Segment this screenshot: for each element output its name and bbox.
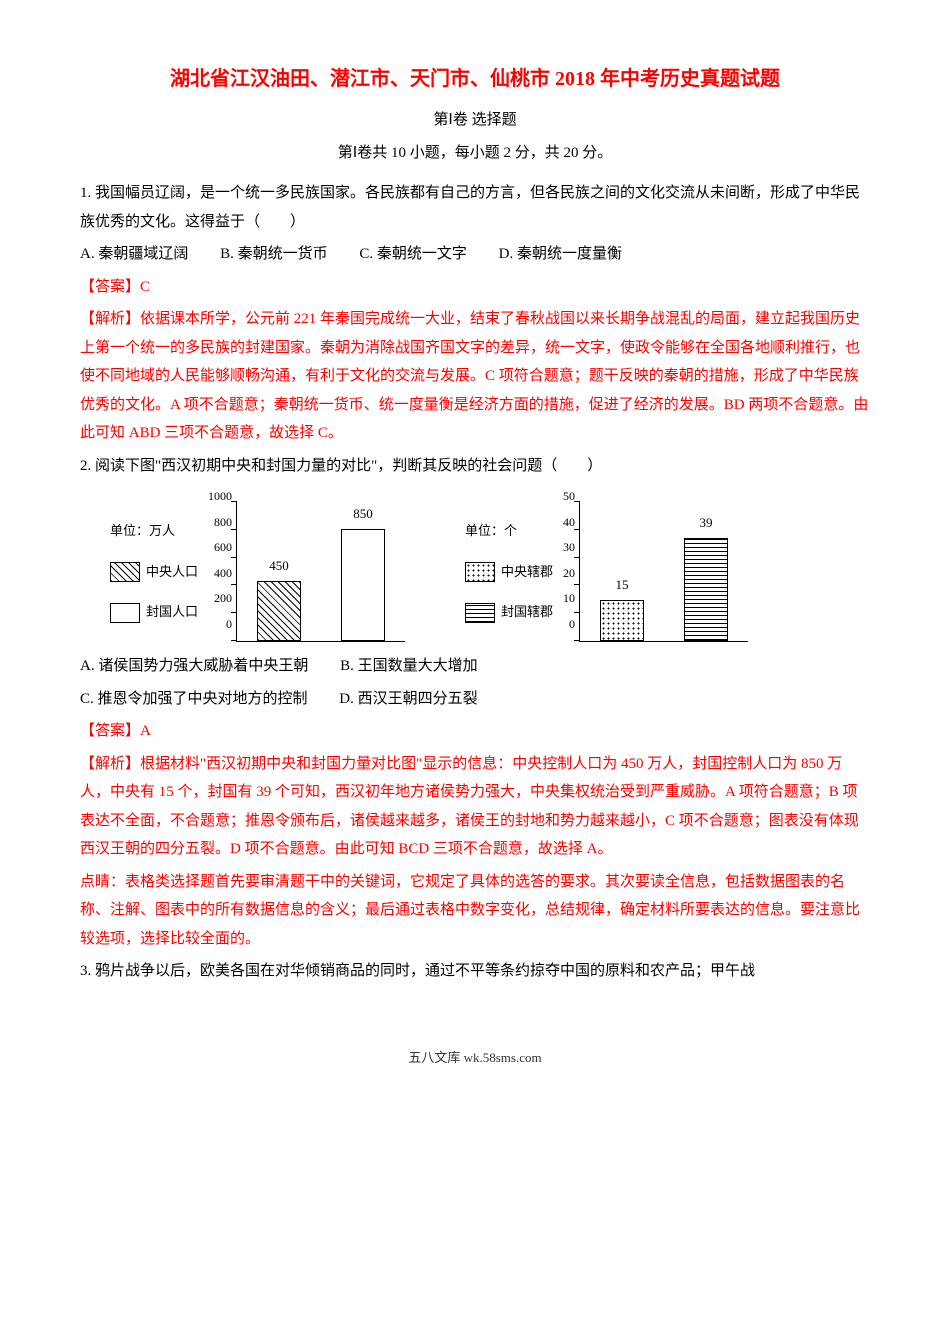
ytick: 400 xyxy=(214,567,232,579)
chart2-legend: 单位：个 中央辖郡 封国辖郡 xyxy=(465,502,553,642)
q2-analysis-text: 根据材料"西汉初期中央和封国力量对比图"显示的信息：中央控制人口为 450 万人… xyxy=(80,756,859,858)
q1-stem: 1. 我国幅员辽阔，是一个统一多民族国家。各民族都有自己的方言，但各民族之间的文… xyxy=(80,179,870,236)
page-title: 湖北省江汉油田、潜江市、天门市、仙桃市 2018 年中考历史真题试题 xyxy=(80,60,870,98)
chart1-legend2-label: 封国人口 xyxy=(146,600,198,625)
q3-stem: 3. 鸦片战争以后，欧美各国在对华倾销商品的同时，通过不平等条约掠夺中国的原料和… xyxy=(80,957,870,986)
q1-analysis-text: 依据课本所学，公元前 221 年秦国完成统一大业，结束了春秋战国以来长期争战混乱… xyxy=(80,311,868,441)
chart2-bar1-rect xyxy=(600,600,644,641)
q1-opt-a: A. 秦朝疆域辽阔 xyxy=(80,246,188,262)
q2-opt-c: C. 推恩令加强了中央对地方的控制 xyxy=(80,691,308,707)
chart1-legend-fief: 封国人口 xyxy=(110,600,198,625)
q2-tip-label: 点睛： xyxy=(80,874,125,890)
q1-options: A. 秦朝疆域辽阔 B. 秦朝统一货币 C. 秦朝统一文字 D. 秦朝统一度量衡 xyxy=(80,240,870,269)
legend-box-empty xyxy=(110,603,140,623)
chart1-bar2-rect xyxy=(341,529,385,641)
q2-opt-a: A. 诸侯国势力强大威胁着中央王朝 xyxy=(80,658,308,674)
q2-tip: 点睛：表格类选择题首先要审清题干中的关键词，它规定了具体的选答的要求。其次要读全… xyxy=(80,868,870,954)
legend-box-dots xyxy=(465,562,495,582)
q2-analysis-label: 【解析】 xyxy=(80,756,140,772)
q2-analysis: 【解析】根据材料"西汉初期中央和封国力量对比图"显示的信息：中央控制人口为 45… xyxy=(80,750,870,864)
q1-answer: 【答案】C xyxy=(80,273,870,302)
chart2-bar2: 39 xyxy=(684,511,728,641)
ytick: 600 xyxy=(214,541,232,553)
chart1-bar2: 850 xyxy=(341,502,385,641)
ytick: 1000 xyxy=(208,490,232,502)
chart2-legend1-label: 中央辖郡 xyxy=(501,560,553,585)
ytick: 800 xyxy=(214,516,232,528)
q1-analysis-label: 【解析】 xyxy=(80,311,140,327)
section-subtitle: 第Ⅰ卷 选择题 xyxy=(80,106,870,135)
chart1-bar1-label: 450 xyxy=(269,554,289,579)
chart1-bar1-rect xyxy=(257,581,301,641)
chart1-legend1-label: 中央人口 xyxy=(146,560,198,585)
chart1-bar2-label: 850 xyxy=(353,502,373,527)
page-footer: 五八文库 wk.58sms.com xyxy=(80,1046,870,1071)
chart1-unit: 单位：万人 xyxy=(110,519,198,544)
legend-box-diag xyxy=(110,562,140,582)
q2-opt-d: D. 西汉王朝四分五裂 xyxy=(339,691,477,707)
chart1-legend-central: 中央人口 xyxy=(110,560,198,585)
chart2-bar2-label: 39 xyxy=(700,511,713,536)
q1-opt-c: C. 秦朝统一文字 xyxy=(359,246,467,262)
charts-row: 单位：万人 中央人口 封国人口 1000 800 600 400 200 0 4… xyxy=(110,490,870,642)
q1-opt-b: B. 秦朝统一货币 xyxy=(220,246,328,262)
chart2-bar2-rect xyxy=(684,538,728,641)
chart-population: 单位：万人 中央人口 封国人口 1000 800 600 400 200 0 4… xyxy=(110,490,405,642)
q2-options-row1: A. 诸侯国势力强大威胁着中央王朝 B. 王国数量大大增加 xyxy=(80,652,870,681)
q1-opt-d: D. 秦朝统一度量衡 xyxy=(499,246,622,262)
chart2-legend2-label: 封国辖郡 xyxy=(501,600,553,625)
chart2-bar1-label: 15 xyxy=(616,573,629,598)
chart1-bar1: 450 xyxy=(257,554,301,641)
chart2-unit: 单位：个 xyxy=(465,519,553,544)
section-info: 第Ⅰ卷共 10 小题，每小题 2 分，共 20 分。 xyxy=(80,139,870,168)
legend-box-horiz xyxy=(465,603,495,623)
chart-counties: 单位：个 中央辖郡 封国辖郡 50 40 30 20 10 0 15 xyxy=(465,490,748,642)
q2-answer: 【答案】A xyxy=(80,717,870,746)
chart1-bars: 450 850 xyxy=(236,501,405,642)
q2-options-row2: C. 推恩令加强了中央对地方的控制 D. 西汉王朝四分五裂 xyxy=(80,685,870,714)
chart2-legend-fief: 封国辖郡 xyxy=(465,600,553,625)
q2-tip-text: 表格类选择题首先要审清题干中的关键词，它规定了具体的选答的要求。其次要读全信息，… xyxy=(80,874,860,947)
q2-opt-b: B. 王国数量大大增加 xyxy=(340,658,478,674)
chart2-bars: 15 39 xyxy=(579,501,748,642)
q1-analysis: 【解析】依据课本所学，公元前 221 年秦国完成统一大业，结束了春秋战国以来长期… xyxy=(80,305,870,448)
chart2-legend-central: 中央辖郡 xyxy=(465,560,553,585)
chart2-bar1: 15 xyxy=(600,573,644,641)
ytick: 200 xyxy=(214,592,232,604)
chart1-legend: 单位：万人 中央人口 封国人口 xyxy=(110,502,198,642)
q2-stem: 2. 阅读下图"西汉初期中央和封国力量的对比"，判断其反映的社会问题（ ） xyxy=(80,452,870,481)
